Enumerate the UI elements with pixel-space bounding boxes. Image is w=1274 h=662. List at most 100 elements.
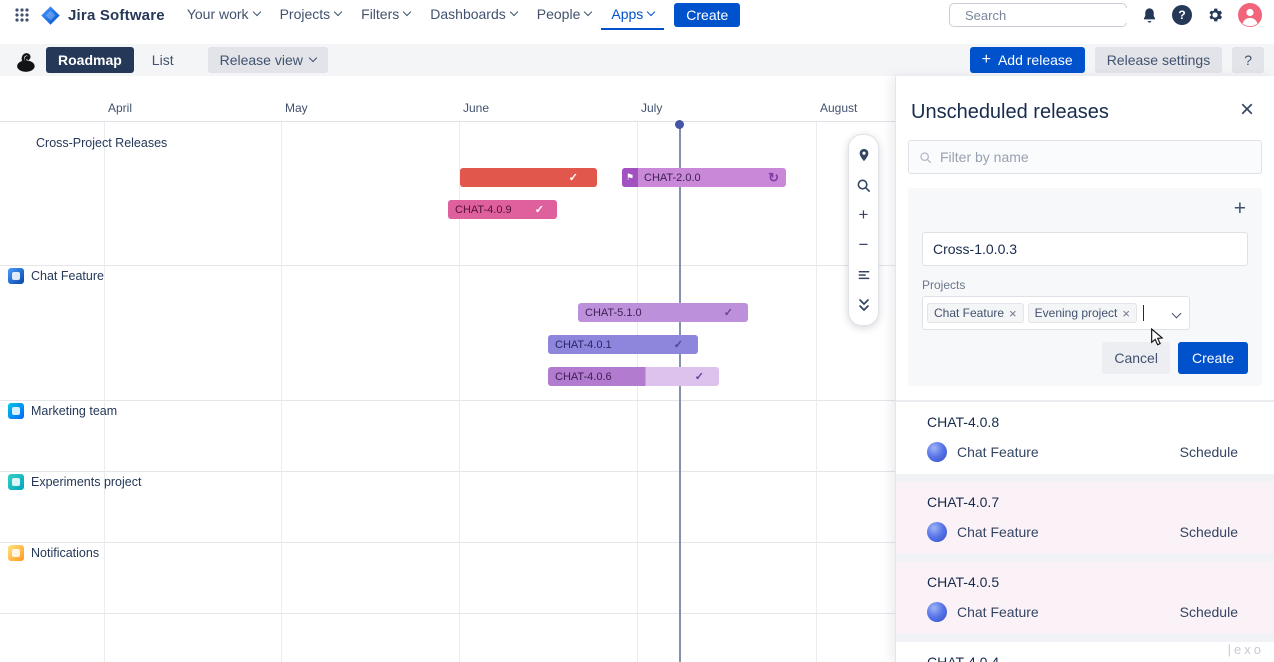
nav-item-filters[interactable]: Filters (351, 0, 420, 30)
chevron-down-icon (308, 53, 318, 63)
settings-gear-icon[interactable] (1206, 6, 1224, 24)
release-row[interactable]: CHAT-4.0.7 Chat Feature Schedule (896, 482, 1274, 554)
remove-chip-icon[interactable]: × (1122, 305, 1130, 321)
project-avatar (927, 442, 947, 462)
month-header: April May June July August (0, 76, 895, 122)
double-chevron-down-icon[interactable] (850, 291, 878, 319)
chevron-down-icon (403, 7, 412, 17)
gridline (104, 122, 105, 662)
check-icon: ✓ (694, 371, 704, 383)
release-bar-chat-4-0-6[interactable]: CHAT-4.0.6 ✓ (548, 367, 719, 386)
release-view-dropdown[interactable]: Release view (207, 47, 328, 73)
today-marker-dot (675, 120, 684, 129)
create-release-button[interactable]: Create (1177, 342, 1248, 374)
gridline (637, 122, 638, 662)
tab-list[interactable]: List (140, 47, 186, 73)
project-chip: Chat Feature × (927, 303, 1024, 323)
zoom-search-icon[interactable] (850, 171, 878, 199)
filter-input[interactable] (940, 149, 1251, 165)
fit-view-icon[interactable] (850, 261, 878, 289)
check-icon: ✓ (534, 204, 544, 216)
swan-logo (10, 45, 40, 75)
app-title: Jira Software (68, 6, 165, 24)
cancel-button[interactable]: Cancel (1102, 342, 1170, 374)
release-bar-unnamed[interactable]: ✓ (460, 168, 597, 187)
experiments-project-icon (8, 474, 24, 490)
project-avatar (927, 522, 947, 542)
app-switcher-icon[interactable] (8, 0, 36, 30)
filter-box[interactable] (908, 140, 1262, 174)
check-icon: ✓ (723, 307, 733, 319)
release-row[interactable]: CHAT-4.0.4 (896, 642, 1274, 662)
month-label: April (108, 101, 133, 115)
panel-title: Unscheduled releases (911, 101, 1109, 123)
nav-item-apps[interactable]: Apps (601, 0, 665, 30)
add-icon[interactable]: + (1233, 196, 1246, 220)
row-separator (896, 474, 1274, 482)
release-bar-chat-5-1-0[interactable]: CHAT-5.1.0 ✓ (578, 303, 748, 322)
create-button[interactable]: Create (674, 3, 741, 27)
zoom-in-icon[interactable]: + (858, 205, 869, 224)
row-label-marketing-team: Marketing team (8, 403, 117, 419)
project-avatar (927, 602, 947, 622)
row-divider (0, 613, 895, 614)
close-icon[interactable]: × (1239, 96, 1254, 123)
schedule-link[interactable]: Schedule (1179, 444, 1238, 460)
row-separator (896, 634, 1274, 642)
chevron-down-icon (584, 7, 593, 17)
sync-icon: ↻ (768, 169, 779, 185)
jira-logo[interactable]: Jira Software (36, 0, 177, 30)
release-row[interactable]: CHAT-4.0.5 Chat Feature Schedule (896, 562, 1274, 634)
row-label-cross-project: Cross-Project Releases (36, 136, 168, 150)
remove-chip-icon[interactable]: × (1009, 305, 1017, 321)
release-row[interactable]: CHAT-4.0.8 Chat Feature Schedule (896, 402, 1274, 474)
help-icon[interactable]: ? (1172, 5, 1192, 25)
notifications-icon[interactable] (1141, 7, 1158, 24)
gridline (459, 122, 460, 662)
projects-multiselect[interactable]: Chat Feature × Evening project × (922, 296, 1190, 330)
nav-item-people[interactable]: People (527, 0, 602, 30)
location-pin-icon[interactable] (850, 141, 878, 169)
chevron-down-icon (333, 7, 343, 17)
zoom-out-icon[interactable]: − (858, 235, 869, 254)
nav-item-your-work[interactable]: Your work (177, 0, 270, 30)
row-label-experiments: Experiments project (8, 474, 141, 490)
flag-icon: ⚑ (625, 172, 635, 182)
notifications-project-icon (8, 545, 24, 561)
gridline (281, 122, 282, 662)
global-search[interactable] (949, 3, 1141, 27)
chat-feature-project-icon (8, 268, 24, 284)
toolbar-help-button[interactable]: ? (1232, 47, 1264, 73)
release-settings-button[interactable]: Release settings (1094, 47, 1223, 73)
nav-right-group: ? (949, 0, 1262, 30)
schedule-link[interactable]: Schedule (1179, 604, 1238, 620)
release-name-input[interactable] (922, 232, 1248, 266)
search-icon (920, 151, 932, 163)
release-bar-chat-2-0-0[interactable]: ⚑ CHAT-2.0.0 ↻ (622, 168, 786, 187)
row-label-chat-feature: Chat Feature (8, 268, 104, 284)
nav-item-dashboards[interactable]: Dashboards (420, 0, 527, 30)
text-caret (1142, 305, 1144, 321)
schedule-link[interactable]: Schedule (1179, 524, 1238, 540)
row-divider (0, 471, 895, 472)
panel-header: Unscheduled releases × (896, 76, 1274, 134)
plus-icon: + (981, 50, 991, 68)
chevron-down-icon (252, 7, 261, 17)
chevron-down-icon (509, 7, 519, 17)
release-bar-chat-4-0-9[interactable]: CHAT-4.0.9 ✓ (448, 200, 557, 219)
month-label: June (463, 101, 490, 115)
gridline (816, 122, 817, 662)
tab-roadmap[interactable]: Roadmap (46, 47, 134, 73)
add-release-button[interactable]: + Add release (969, 47, 1085, 73)
divider (896, 400, 1274, 402)
jexo-watermark: |exo (1227, 642, 1264, 657)
nav-item-projects[interactable]: Projects (270, 0, 352, 30)
search-input[interactable] (965, 7, 1141, 23)
row-divider (0, 400, 895, 401)
roadmap-timeline: April May June July August Cross-Project… (0, 76, 895, 662)
user-avatar[interactable] (1238, 3, 1262, 27)
chevron-down-icon[interactable] (1171, 304, 1182, 322)
release-bar-chat-4-0-1[interactable]: CHAT-4.0.1 ✓ (548, 335, 698, 354)
milestone-cap: ⚑ (622, 168, 638, 187)
toolbar-right-group: + Add release Release settings ? (969, 47, 1264, 73)
